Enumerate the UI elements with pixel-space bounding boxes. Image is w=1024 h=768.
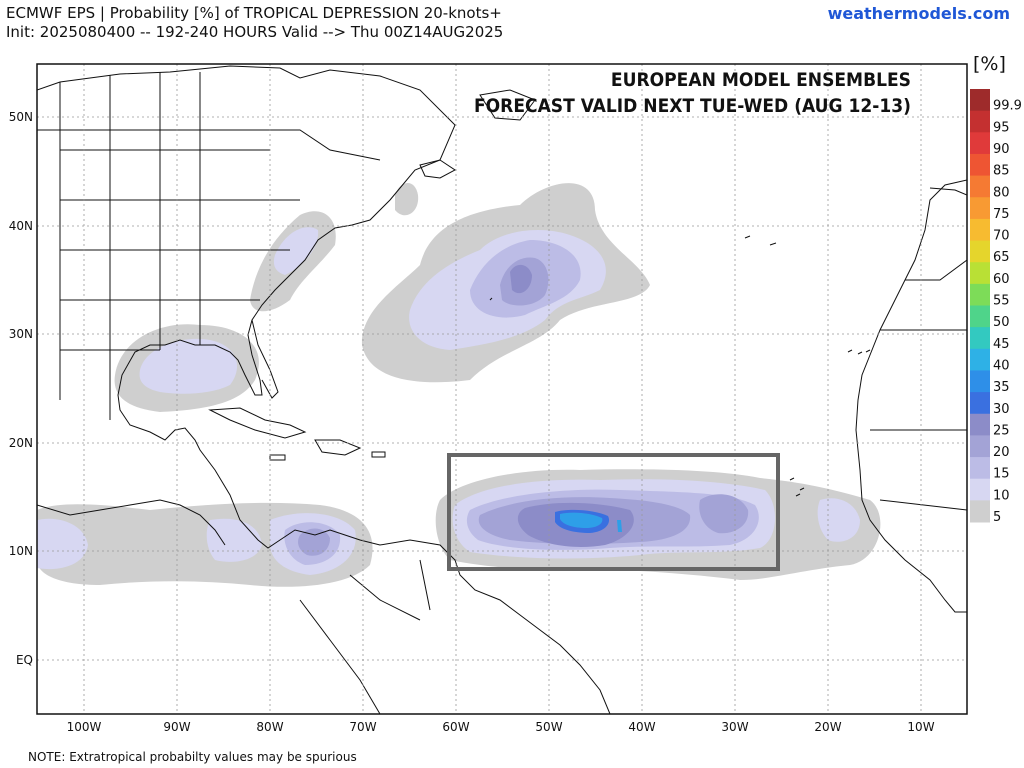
colorbar-label: 95 bbox=[993, 120, 1010, 135]
colorbar-swatch bbox=[970, 240, 990, 263]
cuba bbox=[208, 407, 307, 439]
colorbar-swatch bbox=[970, 197, 990, 220]
colorbar-swatch bbox=[970, 392, 990, 415]
prob-10-caribbean bbox=[37, 513, 356, 575]
gridlines bbox=[37, 64, 967, 714]
overlay-line1: EUROPEAN MODEL ENSEMBLES bbox=[611, 69, 911, 91]
lat-label: 20N bbox=[9, 436, 33, 450]
south-america-borders bbox=[299, 559, 431, 714]
colorbar-swatch bbox=[970, 457, 990, 480]
colorbar-swatch bbox=[970, 175, 990, 198]
lon-label: 90W bbox=[163, 720, 190, 734]
colorbar-label: 80 bbox=[993, 185, 1010, 200]
colorbar-swatch bbox=[970, 262, 990, 285]
lat-label: EQ bbox=[16, 653, 33, 667]
map-subtitle: Init: 2025080400 -- 192-240 HOURS Valid … bbox=[6, 23, 504, 41]
iberia bbox=[929, 187, 967, 196]
map-frame bbox=[36, 63, 968, 715]
colorbar-label: 35 bbox=[993, 380, 1010, 395]
colorbar-swatch bbox=[970, 478, 990, 501]
colorbar-swatch bbox=[970, 218, 990, 242]
colorbar-label: 99.9 bbox=[993, 99, 1022, 114]
lat-label: 30N bbox=[9, 327, 33, 341]
lon-label: 80W bbox=[256, 720, 283, 734]
colorbar-swatch bbox=[970, 132, 990, 155]
hispaniola bbox=[314, 439, 362, 456]
colorbar-label: 20 bbox=[993, 445, 1010, 460]
colorbar-label: 75 bbox=[993, 207, 1010, 222]
colorbar: 99.9 95 90 85 80 75 70 65 60 55 50 45 40 35 30 25 20 15 10… bbox=[970, 89, 1022, 525]
colorbar-label: 30 bbox=[993, 402, 1010, 417]
colorbar-label: 60 bbox=[993, 272, 1010, 287]
africa-borders bbox=[870, 259, 967, 511]
canada-border bbox=[37, 129, 381, 161]
nova-scotia bbox=[419, 159, 456, 179]
central-america bbox=[37, 499, 226, 546]
latitude-labels: 50N 40N 30N 20N 10N EQ bbox=[9, 110, 33, 667]
colorbar-label: 25 bbox=[993, 423, 1010, 438]
colorbar-label: 50 bbox=[993, 315, 1010, 330]
coastlines bbox=[37, 65, 967, 714]
colorbar-unit: [%] bbox=[973, 53, 1006, 75]
lat-label: 40N bbox=[9, 219, 33, 233]
prob-25-north-atlantic bbox=[510, 264, 532, 294]
colorbar-swatch bbox=[970, 305, 990, 328]
jamaica bbox=[269, 454, 286, 461]
colorbar-swatch bbox=[970, 283, 990, 306]
prob-5-west-atlantic-patch bbox=[395, 182, 419, 216]
colorbar-label: 70 bbox=[993, 229, 1010, 244]
colorbar-swatch bbox=[970, 413, 990, 436]
puerto-rico bbox=[371, 451, 386, 458]
colorbar-label: 15 bbox=[993, 467, 1010, 482]
highlight-box bbox=[447, 453, 780, 571]
colorbar-label: 40 bbox=[993, 358, 1010, 373]
colorbar-label: 90 bbox=[993, 142, 1010, 157]
lon-label: 70W bbox=[349, 720, 376, 734]
colorbar-label: 10 bbox=[993, 488, 1010, 503]
canary-islands bbox=[847, 349, 871, 355]
prob-10-east-coast bbox=[273, 227, 319, 275]
newfoundland bbox=[479, 89, 536, 121]
us-state-borders bbox=[59, 72, 300, 420]
lon-label: 50W bbox=[535, 720, 562, 734]
colorbar-swatch bbox=[970, 348, 990, 371]
colorbar-swatch bbox=[970, 500, 990, 523]
north-america-coast bbox=[37, 65, 611, 714]
colorbar-swatch bbox=[970, 89, 990, 112]
colorbar-label: 85 bbox=[993, 164, 1010, 179]
prob-20-caribbean bbox=[298, 528, 330, 556]
colorbar-label: 55 bbox=[993, 294, 1010, 309]
west-africa-coast bbox=[855, 179, 967, 613]
site-link[interactable]: weathermodels.com bbox=[827, 4, 1010, 23]
lon-label: 60W bbox=[442, 720, 469, 734]
colorbar-label: 5 bbox=[993, 510, 1001, 525]
lon-label: 20W bbox=[814, 720, 841, 734]
lat-label: 10N bbox=[9, 544, 33, 558]
colorbar-swatch bbox=[970, 370, 990, 393]
cape-verde bbox=[789, 477, 805, 497]
colorbar-label: 45 bbox=[993, 337, 1010, 352]
azores bbox=[744, 235, 777, 246]
overlay-line2: FORECAST VALID NEXT TUE-WED (AUG 12-13) bbox=[474, 95, 911, 117]
prob-10-gulf bbox=[139, 338, 238, 394]
lon-label: 40W bbox=[628, 720, 655, 734]
lon-label: 10W bbox=[907, 720, 934, 734]
colorbar-swatch bbox=[970, 153, 990, 177]
colorbar-swatch bbox=[970, 110, 990, 133]
colorbar-label: 65 bbox=[993, 250, 1010, 265]
bermuda bbox=[489, 297, 493, 301]
lon-label: 30W bbox=[721, 720, 748, 734]
longitude-labels: 100W 90W 80W 70W 60W 50W 40W 30W 20W 10W bbox=[67, 720, 935, 734]
lat-label: 50N bbox=[9, 110, 33, 124]
colorbar-swatch bbox=[970, 435, 990, 458]
lon-label: 100W bbox=[67, 720, 102, 734]
map-title: ECMWF EPS | Probability [%] of TROPICAL … bbox=[6, 4, 502, 22]
colorbar-swatch bbox=[970, 327, 990, 350]
footer-note: NOTE: Extratropical probabilty values ma… bbox=[28, 750, 357, 764]
prob-35-mdr bbox=[560, 512, 622, 532]
